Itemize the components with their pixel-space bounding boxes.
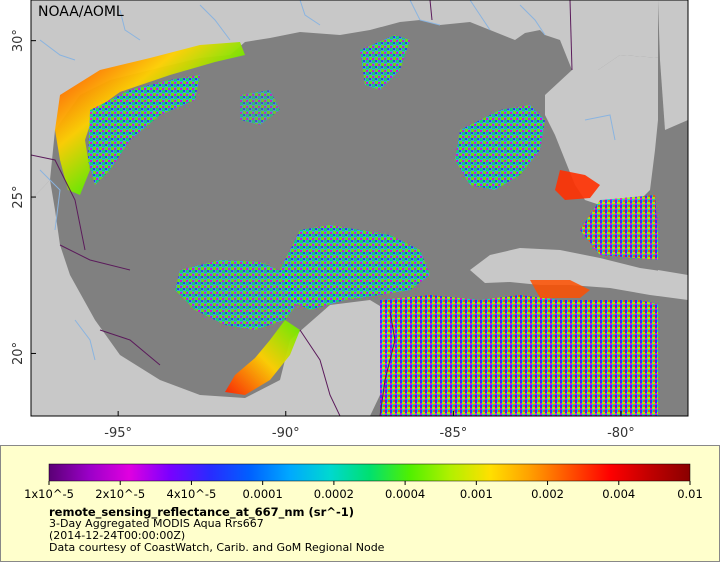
florida-landmass xyxy=(545,0,688,205)
northern-gulf-patch xyxy=(240,90,280,125)
campeche-coastal-band xyxy=(225,320,300,395)
lat-tick-label: 20° xyxy=(11,342,26,365)
texas-coastal-band xyxy=(55,42,245,195)
colorbar-tick-label: 4x10^-5 xyxy=(167,487,217,501)
central-gulf-patch xyxy=(280,225,430,310)
atlantic-land-east xyxy=(658,0,688,130)
map-panel: 30° 25° 20° -95° -90° -85° -80° NOAA/AOML xyxy=(11,0,689,440)
longitude-axis: -95° -90° -85° -80° xyxy=(104,411,635,440)
legend-title: remote_sensing_reflectance_at_667_nm (sr… xyxy=(49,505,354,519)
cuba-east-land xyxy=(658,270,688,300)
legend-panel: 1x10^-5 2x10^-5 4x10^-5 0.0001 0.0002 0.0004 0… xyxy=(0,445,720,562)
latitude-axis: 30° 25° 20° xyxy=(11,29,36,365)
lon-tick-label: -80° xyxy=(607,426,635,440)
rivers xyxy=(39,0,616,361)
colorbar-tick-label: 0.004 xyxy=(602,487,635,501)
lat-tick-label: 25° xyxy=(11,186,26,209)
colorbar-tick-label: 0.0004 xyxy=(385,487,425,501)
legend-line-product: 3-Day Aggregated MODIS Aqua Rrs667 xyxy=(49,517,264,530)
cuba-landmass xyxy=(470,248,688,300)
colorbar-canvas: 1x10^-5 2x10^-5 4x10^-5 0.0001 0.0002 0.0004 0… xyxy=(24,463,703,501)
north-central-patch xyxy=(360,35,410,90)
southwest-gulf-patch xyxy=(175,260,300,330)
colorbar-tick-label: 0.002 xyxy=(531,487,564,501)
lon-tick-label: -95° xyxy=(104,426,132,440)
caribbean-speckle xyxy=(380,295,660,416)
bahamas-bank-band xyxy=(580,195,660,260)
colorbar-tick-label: 1x10^-5 xyxy=(24,487,74,501)
colorbar-tick-label: 0.0002 xyxy=(314,487,354,501)
colorbar-tick-label: 0.0001 xyxy=(243,487,283,501)
map-frame-border xyxy=(30,0,689,417)
lon-tick-label: -85° xyxy=(439,426,467,440)
colorbar xyxy=(48,463,691,482)
colorbar-tick-label: 0.01 xyxy=(677,487,703,501)
legend-line-date: (2014-12-24T00:00:00Z) xyxy=(49,529,186,542)
cuba-north-coastal-band xyxy=(530,280,590,298)
west-florida-shelf-patch xyxy=(455,105,545,190)
colorbar-ticks: 1x10^-5 2x10^-5 4x10^-5 0.0001 0.0002 0.0004 0… xyxy=(24,481,703,501)
florida-bay-band xyxy=(555,170,600,200)
legend-line-credit: Data courtesy of CoastWatch, Carib. and … xyxy=(49,541,385,554)
lat-tick-label: 30° xyxy=(11,29,26,52)
lon-tick-label: -90° xyxy=(272,426,300,440)
texas-offshore-speckle xyxy=(88,75,200,185)
colorbar-tick-label: 2x10^-5 xyxy=(95,487,145,501)
colorbar-tick-label: 0.001 xyxy=(460,487,493,501)
agency-label: NOAA/AOML xyxy=(38,4,124,20)
political-borders xyxy=(31,0,573,416)
mexico-landmass xyxy=(31,180,400,416)
map-canvas: 30° 25° 20° -95° -90° -85° -80° xyxy=(11,0,689,440)
